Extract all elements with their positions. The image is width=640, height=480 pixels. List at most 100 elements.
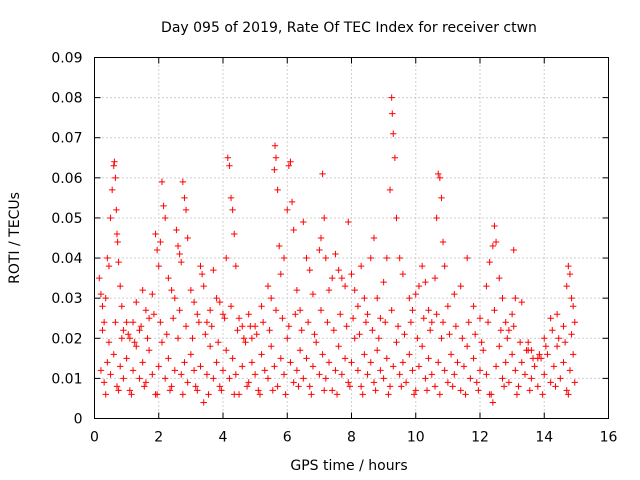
data-point — [179, 178, 187, 186]
data-point — [317, 234, 325, 242]
data-point — [516, 339, 524, 346]
data-point — [406, 294, 413, 302]
data-point — [264, 282, 272, 290]
data-point — [290, 379, 297, 386]
data-point — [329, 387, 336, 394]
data-point — [142, 307, 150, 314]
data-point — [242, 339, 249, 346]
data-point — [285, 323, 293, 330]
data-point — [422, 375, 429, 382]
data-point — [227, 302, 235, 310]
data-point — [113, 206, 120, 214]
data-point — [285, 162, 293, 169]
data-point — [475, 387, 482, 394]
data-point — [544, 351, 551, 358]
data-point — [198, 270, 206, 278]
data-point — [182, 323, 190, 330]
data-point — [374, 347, 381, 354]
data-point — [178, 371, 185, 378]
data-point — [126, 387, 134, 394]
data-point — [213, 359, 220, 366]
data-point — [510, 246, 517, 254]
data-point — [255, 387, 262, 394]
data-point — [306, 266, 313, 274]
data-point — [206, 307, 214, 314]
data-point — [335, 343, 342, 350]
data-point — [459, 335, 466, 342]
data-point — [454, 359, 461, 366]
data-point — [510, 323, 517, 330]
data-point — [184, 379, 191, 386]
data-point — [383, 355, 391, 362]
data-point — [508, 351, 516, 358]
data-point — [171, 294, 179, 302]
data-point — [223, 347, 230, 354]
data-point — [316, 371, 323, 378]
data-point — [274, 186, 281, 194]
data-point — [248, 359, 256, 366]
x-tick-label: 10 — [407, 430, 425, 446]
data-point — [500, 383, 508, 390]
data-point — [462, 391, 469, 398]
data-point — [539, 391, 546, 398]
y-tick-label: 0 — [74, 412, 83, 428]
data-point — [571, 379, 578, 386]
data-point — [284, 335, 291, 342]
data-point — [338, 371, 346, 378]
data-point — [496, 343, 503, 350]
data-point — [179, 391, 187, 398]
data-point — [467, 375, 474, 382]
data-point — [195, 319, 203, 326]
data-point — [280, 371, 288, 378]
data-point — [113, 383, 121, 390]
data-point — [565, 391, 572, 398]
data-point — [565, 262, 572, 270]
data-point — [288, 198, 296, 206]
data-point — [515, 383, 522, 390]
data-point — [227, 194, 235, 202]
data-point — [322, 254, 329, 262]
data-point — [269, 387, 276, 394]
data-point — [197, 363, 204, 370]
data-point — [457, 387, 464, 394]
data-point — [133, 343, 140, 350]
data-point — [99, 327, 106, 334]
data-point — [518, 359, 525, 366]
data-point — [364, 311, 371, 318]
y-tick-label: 0.02 — [51, 331, 82, 347]
data-point — [320, 387, 328, 394]
data-point — [568, 294, 575, 302]
data-point — [189, 335, 196, 342]
data-point — [390, 363, 397, 370]
data-point — [210, 375, 217, 382]
data-point — [367, 254, 374, 262]
data-point — [112, 319, 119, 326]
data-point — [126, 335, 134, 342]
data-point — [478, 339, 485, 346]
data-point — [330, 327, 338, 334]
data-point — [402, 379, 410, 386]
data-point — [337, 311, 344, 318]
data-point — [372, 387, 379, 394]
data-point — [370, 379, 378, 386]
data-point — [480, 347, 487, 354]
data-point — [118, 335, 126, 342]
data-point — [563, 387, 570, 394]
data-point — [390, 130, 397, 137]
data-point — [491, 222, 498, 230]
data-point — [362, 319, 370, 326]
data-point — [166, 387, 174, 394]
data-point — [394, 323, 402, 330]
data-point — [348, 359, 355, 366]
data-point — [492, 363, 500, 370]
data-point — [152, 230, 159, 238]
data-point — [287, 158, 294, 165]
data-point — [449, 383, 456, 390]
data-point — [422, 278, 429, 286]
data-point — [296, 347, 304, 354]
data-point — [345, 379, 352, 386]
data-point — [409, 307, 416, 314]
data-point — [223, 254, 230, 262]
data-point — [300, 375, 307, 382]
